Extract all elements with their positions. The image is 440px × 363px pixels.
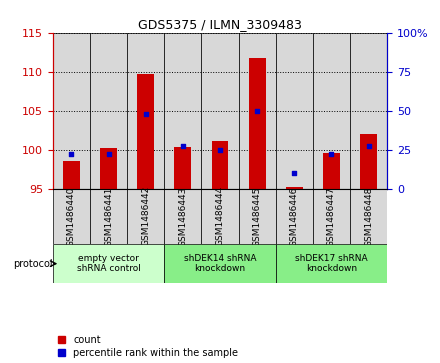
Text: empty vector
shRNA control: empty vector shRNA control — [77, 254, 140, 273]
Text: GSM1486440: GSM1486440 — [67, 186, 76, 246]
Bar — [90, 33, 127, 188]
Bar — [53, 244, 164, 283]
Text: GSM1486447: GSM1486447 — [327, 186, 336, 246]
Text: GSM1486444: GSM1486444 — [216, 186, 224, 246]
Bar — [137, 74, 154, 188]
Bar — [350, 188, 387, 244]
Bar — [276, 188, 313, 244]
Point — [180, 143, 187, 149]
Text: shDEK17 shRNA
knockdown: shDEK17 shRNA knockdown — [295, 254, 368, 273]
Bar — [238, 33, 276, 188]
Bar — [249, 58, 265, 188]
Bar — [175, 147, 191, 188]
Text: protocol: protocol — [13, 259, 53, 269]
Bar — [127, 188, 164, 244]
Point — [105, 151, 112, 157]
Bar — [323, 153, 340, 188]
Bar — [164, 244, 276, 283]
Bar — [164, 188, 202, 244]
Bar — [127, 33, 164, 188]
Text: GSM1486443: GSM1486443 — [178, 186, 187, 246]
Bar — [63, 161, 80, 188]
Point — [142, 111, 149, 117]
Bar — [90, 188, 127, 244]
Point — [68, 151, 75, 157]
Bar — [350, 33, 387, 188]
Bar — [212, 141, 228, 188]
Point — [253, 108, 260, 114]
Bar — [202, 33, 238, 188]
Text: GSM1486446: GSM1486446 — [290, 186, 299, 246]
Bar — [202, 188, 238, 244]
Bar — [238, 188, 276, 244]
Bar — [313, 33, 350, 188]
Point — [365, 143, 372, 149]
Title: GDS5375 / ILMN_3309483: GDS5375 / ILMN_3309483 — [138, 19, 302, 32]
Bar — [313, 188, 350, 244]
Bar — [100, 148, 117, 188]
Text: GSM1486448: GSM1486448 — [364, 186, 373, 246]
Legend: count, percentile rank within the sample: count, percentile rank within the sample — [58, 335, 238, 358]
Bar — [276, 33, 313, 188]
Bar — [286, 187, 303, 188]
Bar — [360, 134, 377, 188]
Point — [291, 170, 298, 176]
Text: GSM1486442: GSM1486442 — [141, 186, 150, 246]
Point — [216, 147, 224, 152]
Text: shDEK14 shRNA
knockdown: shDEK14 shRNA knockdown — [184, 254, 256, 273]
Text: GSM1486445: GSM1486445 — [253, 186, 262, 246]
Point — [328, 151, 335, 157]
Text: GSM1486441: GSM1486441 — [104, 186, 113, 246]
Bar — [53, 33, 90, 188]
Bar — [164, 33, 202, 188]
Bar — [53, 188, 90, 244]
Bar — [276, 244, 387, 283]
